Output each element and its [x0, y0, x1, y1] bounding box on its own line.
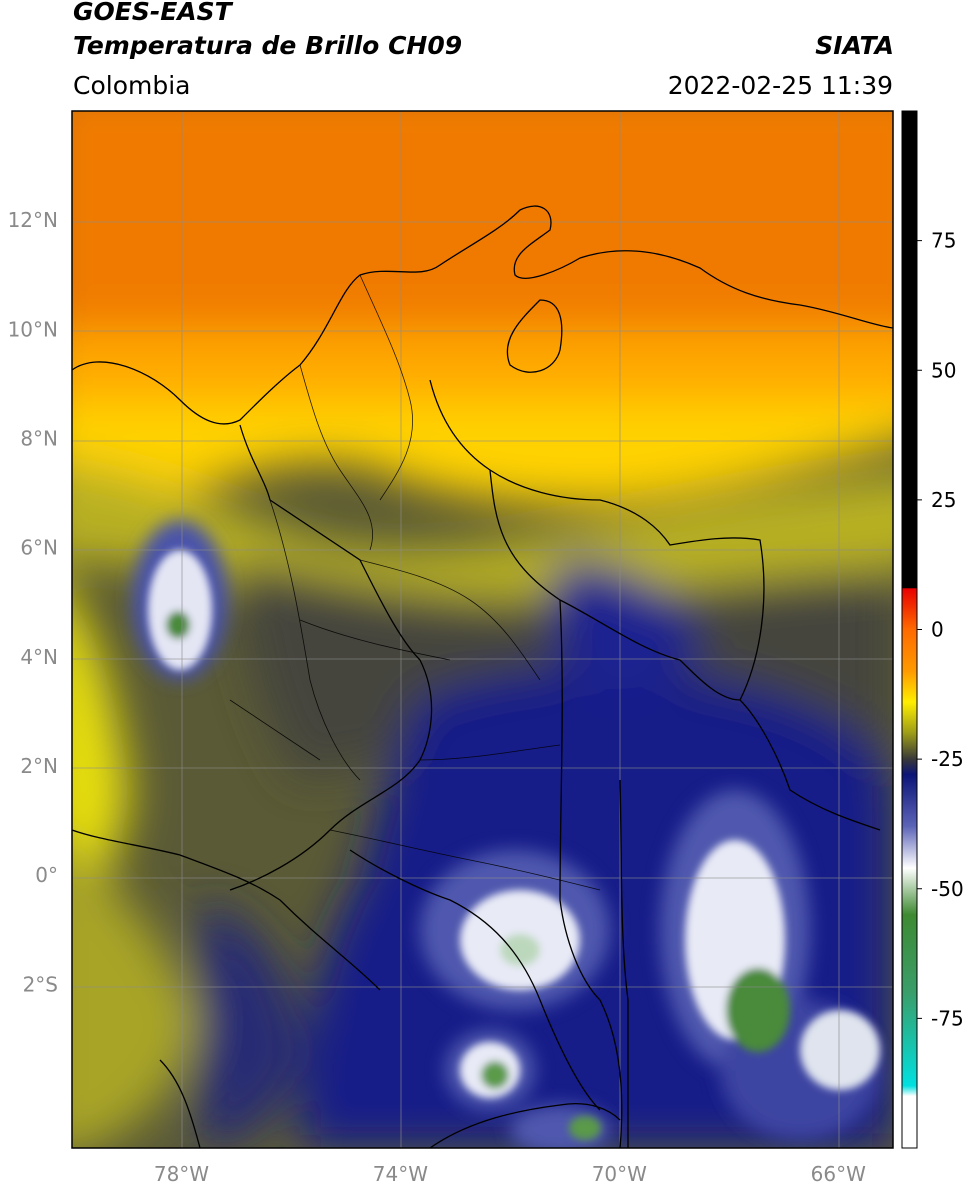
- longitude-tick-label: 66°W: [811, 1162, 866, 1186]
- colorbar-tick-label: 50: [931, 358, 956, 382]
- region-label: Colombia: [73, 71, 191, 100]
- datetime-label: 2022-02-25 11:39: [667, 71, 893, 100]
- longitude-tick-label: 74°W: [373, 1162, 428, 1186]
- latitude-tick-label: 8°N: [20, 426, 58, 450]
- satellite-title: GOES-EAST: [73, 0, 232, 26]
- latitude-tick-label: 10°N: [8, 317, 58, 341]
- latitude-tick-label: 2°N: [20, 754, 58, 778]
- colorbar-tick-label: -50: [931, 877, 964, 901]
- longitude-tick-label: 70°W: [592, 1162, 647, 1186]
- map-frame: [71, 110, 894, 1149]
- colorbar-tick-label: -25: [931, 747, 964, 771]
- latitude-tick-label: 12°N: [8, 208, 58, 232]
- latitude-tick-label: 0°: [35, 863, 58, 887]
- department-borders: [229, 274, 601, 891]
- colorbar: 75 50 25 0 -25 -50 -75: [901, 110, 964, 1149]
- colorbar-gradient: [901, 110, 918, 1149]
- colorbar-tick-label: 25: [931, 488, 956, 512]
- latitude-tick-label: 4°N: [20, 645, 58, 669]
- country-borders: [72, 205, 893, 1148]
- agency-label: SIATA: [815, 31, 894, 60]
- graticule: [72, 111, 893, 1148]
- latitude-labels: 12°N 10°N 8°N 6°N 4°N 2°N 0° 2°S: [8, 208, 58, 996]
- latitude-tick-label: 6°N: [20, 536, 58, 560]
- satellite-imagery: [72, 111, 893, 1148]
- longitude-tick-label: 78°W: [154, 1162, 209, 1186]
- colorbar-tick-label: 75: [931, 229, 956, 253]
- longitude-labels: 78°W 74°W 70°W 66°W: [154, 1162, 866, 1186]
- colorbar-tick-label: -75: [931, 1006, 964, 1030]
- colorbar-tick-label: 0: [931, 618, 944, 642]
- latitude-tick-label: 2°S: [23, 972, 58, 996]
- product-title: Temperatura de Brillo CH09: [73, 31, 463, 60]
